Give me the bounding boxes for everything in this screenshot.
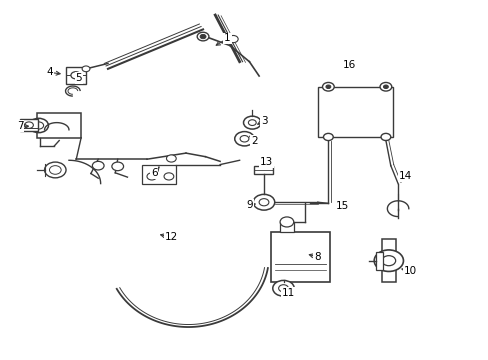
Bar: [279, 222, 294, 232]
Text: 1: 1: [224, 33, 230, 43]
Text: 5: 5: [75, 73, 82, 83]
Bar: [381, 239, 395, 282]
Text: 11: 11: [281, 288, 294, 298]
Circle shape: [280, 217, 293, 227]
Bar: [254, 166, 272, 174]
Circle shape: [381, 256, 395, 266]
Circle shape: [325, 85, 330, 89]
Text: 13: 13: [259, 157, 272, 167]
Text: 12: 12: [164, 232, 178, 242]
Circle shape: [166, 155, 176, 162]
Circle shape: [323, 134, 332, 140]
Circle shape: [373, 250, 403, 271]
Circle shape: [272, 280, 294, 296]
Text: 2: 2: [250, 136, 257, 145]
Circle shape: [253, 194, 274, 210]
Text: 8: 8: [314, 252, 320, 262]
Circle shape: [34, 122, 43, 129]
Circle shape: [228, 36, 238, 42]
Text: 3: 3: [260, 116, 267, 126]
Circle shape: [379, 82, 391, 91]
Text: 9: 9: [245, 200, 252, 210]
Circle shape: [112, 162, 123, 171]
Circle shape: [383, 85, 387, 89]
Circle shape: [200, 35, 205, 39]
Circle shape: [92, 161, 104, 170]
Circle shape: [29, 118, 48, 133]
Circle shape: [248, 120, 256, 126]
Circle shape: [197, 32, 208, 41]
Circle shape: [163, 173, 173, 180]
Text: 14: 14: [398, 171, 411, 181]
Text: 6: 6: [151, 168, 157, 178]
Bar: [20, 120, 38, 131]
Text: 7: 7: [17, 121, 23, 131]
Text: 4: 4: [46, 67, 53, 77]
Circle shape: [24, 122, 33, 129]
Bar: [65, 67, 86, 84]
Bar: [37, 113, 81, 138]
Bar: [317, 87, 392, 137]
Circle shape: [240, 135, 248, 142]
Circle shape: [147, 173, 157, 180]
Circle shape: [322, 82, 333, 91]
Circle shape: [49, 166, 61, 174]
Circle shape: [71, 72, 81, 79]
Circle shape: [234, 132, 254, 146]
Text: 10: 10: [403, 266, 416, 276]
Circle shape: [278, 285, 288, 292]
Bar: [271, 232, 329, 282]
Circle shape: [243, 116, 261, 129]
Circle shape: [259, 199, 268, 206]
Bar: [375, 252, 383, 270]
Text: 15: 15: [335, 201, 348, 211]
Text: 16: 16: [342, 60, 355, 70]
Circle shape: [82, 66, 90, 72]
Circle shape: [380, 134, 390, 140]
Circle shape: [44, 162, 66, 178]
Bar: [142, 165, 176, 184]
